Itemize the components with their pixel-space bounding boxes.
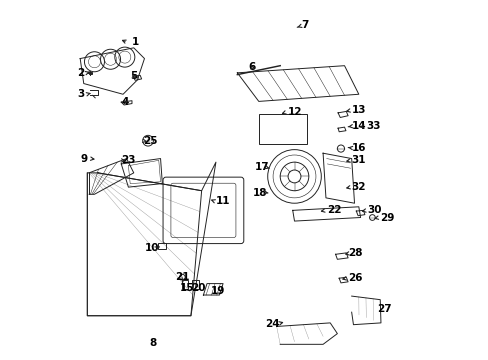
Bar — [258, 114, 306, 144]
Bar — [182, 280, 188, 289]
Text: 23: 23 — [121, 156, 136, 165]
Text: 5: 5 — [130, 71, 137, 81]
Text: 11: 11 — [216, 197, 230, 206]
Text: 33: 33 — [365, 121, 380, 131]
Text: 20: 20 — [190, 283, 205, 293]
Text: 30: 30 — [367, 205, 382, 215]
Text: 21: 21 — [174, 272, 189, 282]
Text: 24: 24 — [265, 319, 280, 329]
Text: 29: 29 — [380, 212, 394, 222]
Text: 7: 7 — [301, 19, 308, 30]
Bar — [89, 72, 92, 74]
Text: 12: 12 — [287, 107, 301, 117]
Text: 3: 3 — [77, 89, 84, 99]
Text: 1: 1 — [132, 37, 139, 48]
Text: 28: 28 — [347, 248, 362, 258]
Text: 18: 18 — [253, 188, 267, 198]
Text: 10: 10 — [144, 243, 159, 253]
Bar — [158, 243, 165, 249]
Text: 13: 13 — [351, 105, 366, 115]
Text: 9: 9 — [81, 154, 88, 163]
Text: 15: 15 — [180, 283, 194, 293]
Text: 25: 25 — [142, 136, 157, 146]
Text: 8: 8 — [149, 338, 157, 348]
Text: 17: 17 — [254, 162, 269, 172]
Text: 6: 6 — [247, 63, 255, 72]
Text: 27: 27 — [376, 303, 390, 314]
Text: 2: 2 — [77, 68, 84, 78]
Bar — [191, 280, 199, 289]
Text: 14: 14 — [351, 121, 366, 131]
Text: 4: 4 — [121, 97, 128, 107]
Text: 22: 22 — [326, 205, 341, 215]
Text: 16: 16 — [351, 143, 366, 153]
Text: 26: 26 — [347, 273, 362, 283]
Text: 32: 32 — [351, 182, 366, 192]
Text: 31: 31 — [351, 156, 366, 165]
Text: 19: 19 — [210, 286, 224, 296]
